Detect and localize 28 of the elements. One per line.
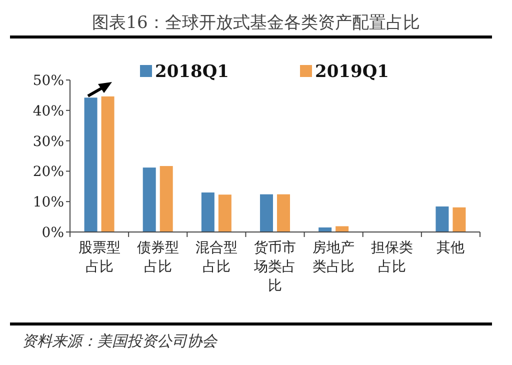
bar [260, 194, 273, 232]
bar [142, 168, 156, 232]
x-tick-label: 担保类占比 [371, 240, 414, 275]
bar [101, 96, 114, 232]
y-tick-label: 50% [32, 73, 64, 89]
x-tick-label: 债券型占比 [136, 240, 179, 275]
x-tick-label: 货币市场类占比 [253, 240, 296, 294]
y-tick-label: 0% [42, 225, 64, 241]
x-tick-label: 混合型占比 [195, 240, 238, 275]
x-tick-label: 股票型占比 [78, 240, 120, 275]
bar [436, 206, 449, 232]
legend-label: 2018Q1 [155, 62, 229, 82]
bar [160, 166, 173, 232]
bar [218, 194, 232, 232]
y-tick-label: 30% [32, 134, 64, 150]
bar [84, 98, 98, 232]
bar [277, 194, 290, 232]
text: 资料来源：美国投资公司协会 [22, 332, 218, 350]
title: 图表16：全球开放式基金各类资产配置占比 [92, 13, 420, 33]
x-tick-label: 房地产类占比 [312, 240, 355, 275]
y-tick-label: 20% [32, 164, 64, 180]
bar [201, 192, 214, 232]
bar [452, 207, 466, 232]
x-tick-label: 其他 [436, 240, 465, 256]
legend-label: 2019Q1 [315, 62, 389, 82]
y-tick-label: 10% [32, 194, 64, 211]
bar [336, 226, 349, 232]
y-tick-label: 40% [32, 103, 64, 120]
